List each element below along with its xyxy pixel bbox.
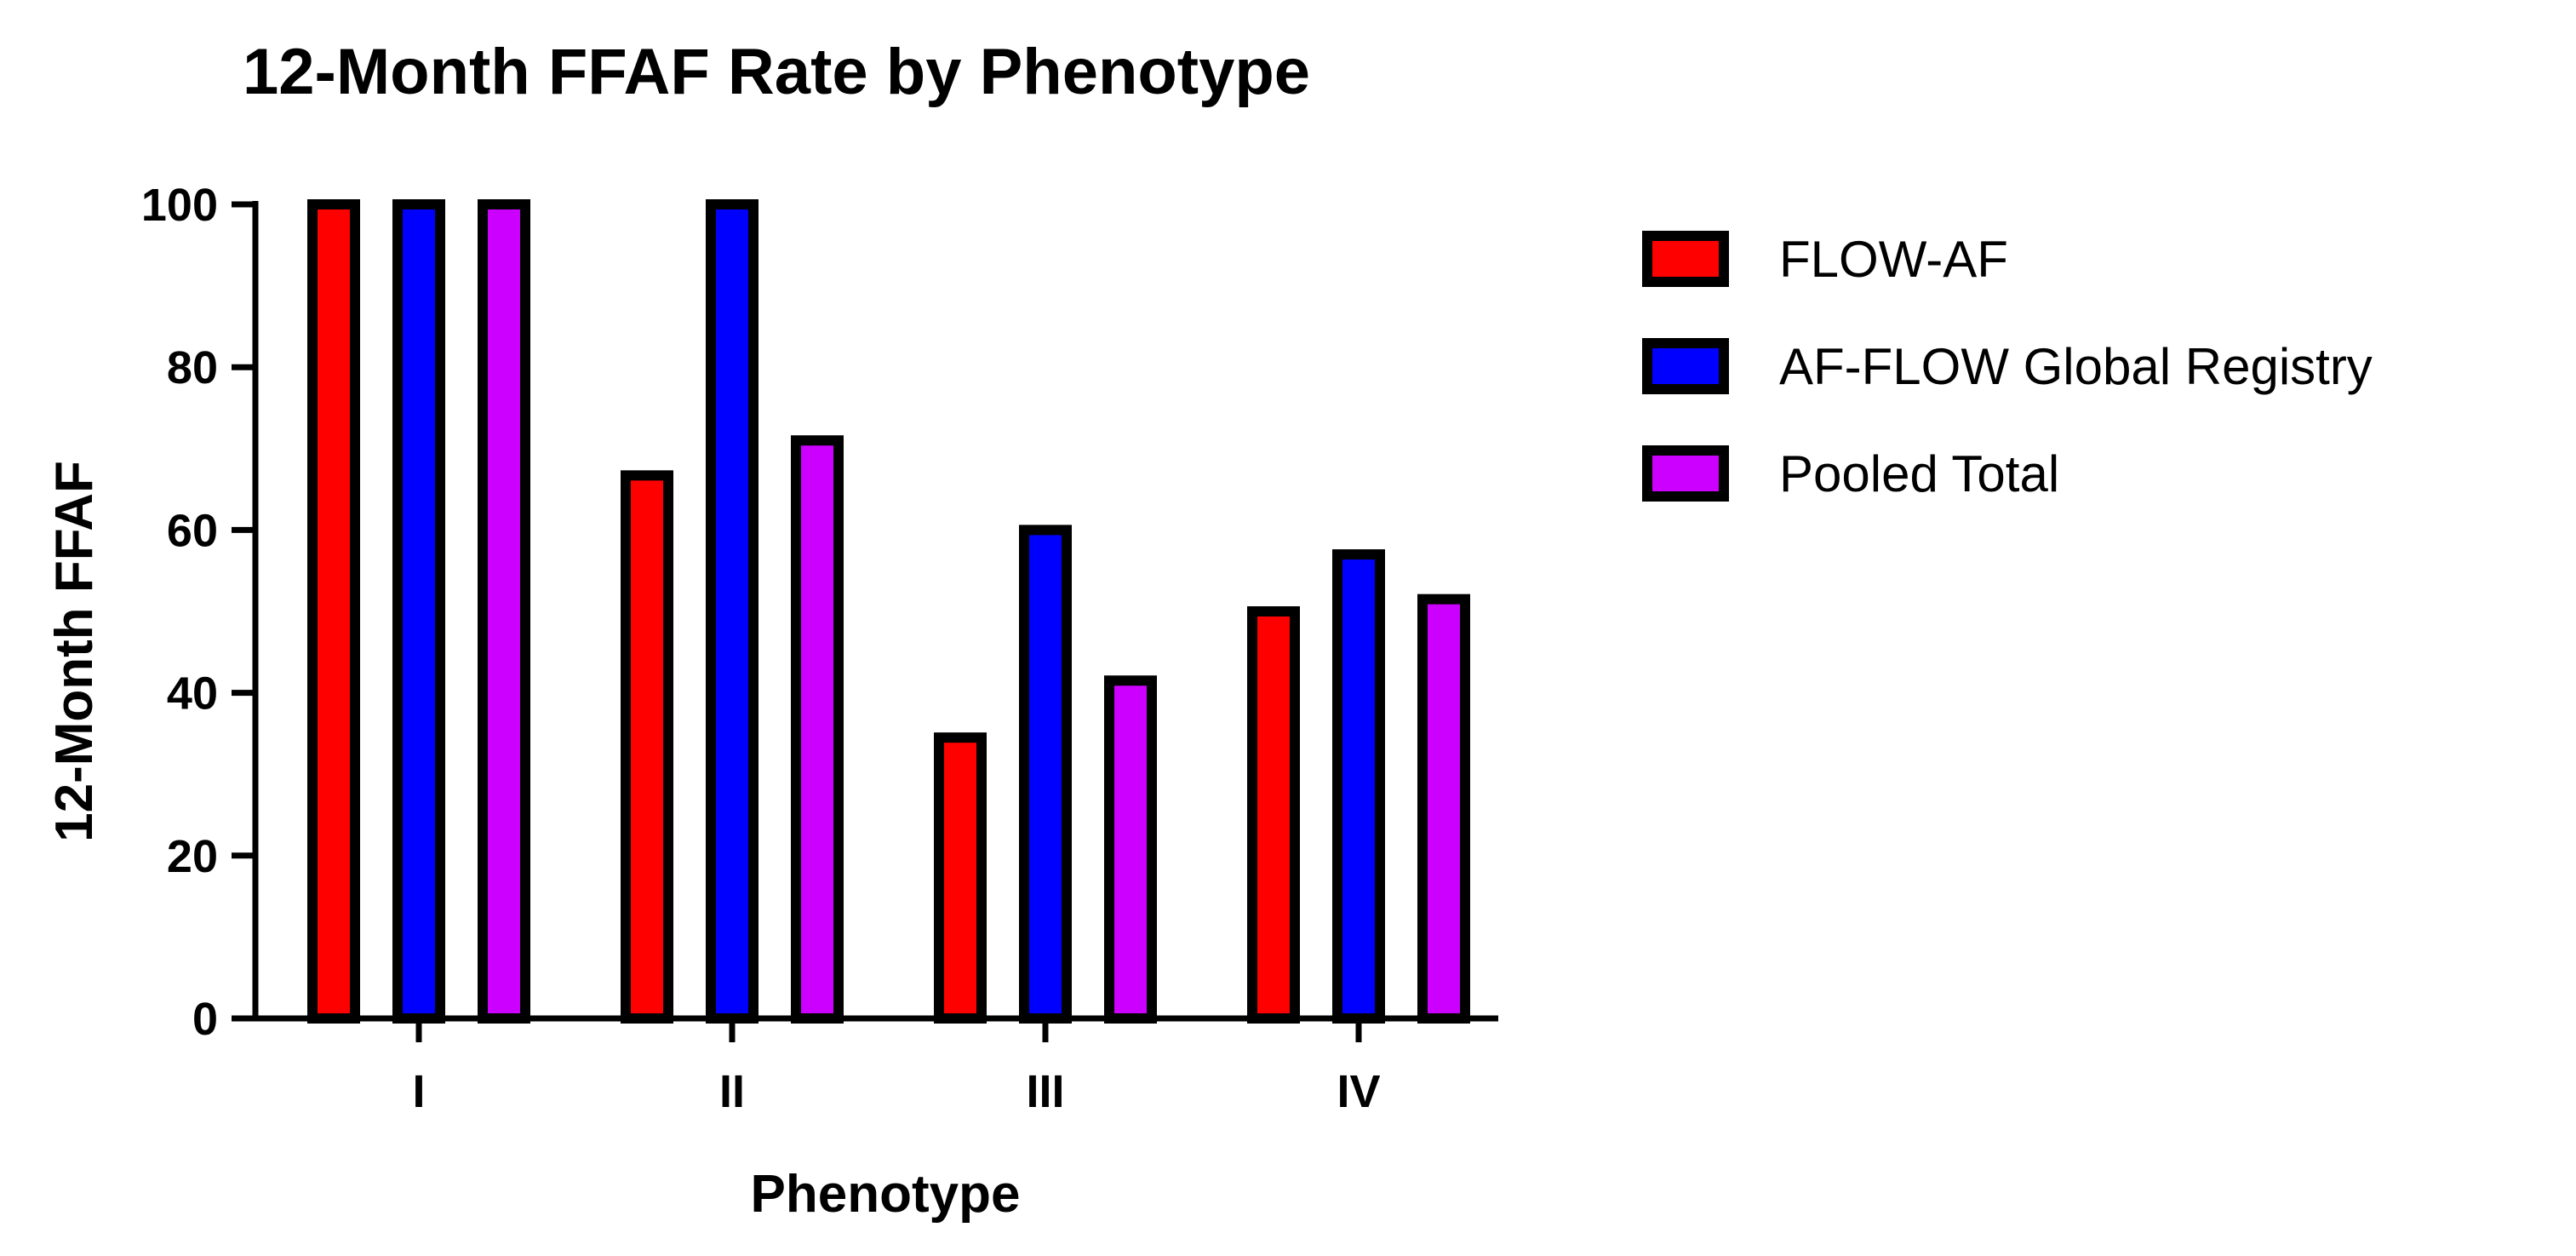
y-tick-label: 20 (167, 831, 218, 882)
bar-af-flow-global-registry-iii (1019, 525, 1072, 1024)
bar-af-flow-global-registry-iv (1332, 549, 1385, 1024)
bar-pooled-total-ii (791, 435, 844, 1024)
y-tick-label: 40 (167, 668, 218, 720)
bar-pooled-total-i (478, 199, 530, 1024)
bar-pooled-total-iv (1417, 594, 1470, 1024)
legend-swatch-pooled-total (1642, 445, 1729, 502)
x-tick-label: IV (1337, 1066, 1380, 1117)
legend-label-af-flow-global-registry: AF-FLOW Global Registry (1779, 338, 2373, 395)
y-tick-label: 60 (167, 505, 218, 556)
legend-swatch-af-flow-global-registry (1642, 338, 1729, 394)
x-tick-label: I (412, 1066, 425, 1117)
legend-swatch-flow-af (1642, 231, 1729, 287)
y-axis-label: 12-Month FFAF (45, 461, 104, 842)
legend: FLOW-AF AF-FLOW Global Registry Pooled Tot… (1642, 231, 2373, 502)
x-tick-label: II (719, 1066, 745, 1117)
bar-flow-af-i (307, 199, 360, 1024)
bar-af-flow-global-registry-ii (706, 199, 758, 1024)
legend-label-pooled-total: Pooled Total (1779, 445, 2059, 502)
y-tick-label: 0 (192, 994, 218, 1045)
chart-title: 12-Month FFAF Rate by Phenotype (243, 36, 1310, 108)
bar-flow-af-iv (1247, 606, 1300, 1024)
bar-flow-af-ii (621, 470, 673, 1024)
y-tick-label: 100 (141, 180, 218, 231)
legend-label-flow-af: FLOW-AF (1779, 231, 2008, 288)
bar-flow-af-iii (934, 732, 987, 1024)
bar-pooled-total-iii (1104, 675, 1157, 1024)
y-tick-label: 80 (167, 342, 218, 393)
x-tick-label: III (1026, 1066, 1064, 1117)
x-axis-label: Phenotype (751, 1165, 1021, 1224)
bars-layer (307, 199, 1470, 1024)
bar-af-flow-global-registry-i (392, 199, 445, 1024)
